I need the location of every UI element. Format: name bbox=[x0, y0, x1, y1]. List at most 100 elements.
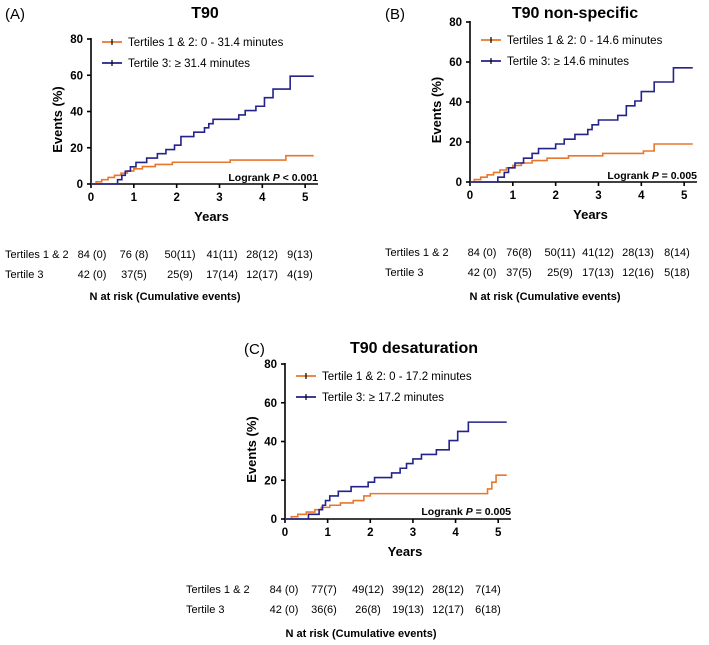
risk-cell: 37(5) bbox=[506, 267, 532, 279]
y-axis-title: Events (%) bbox=[50, 86, 65, 152]
x-axis-title: Years bbox=[194, 209, 229, 224]
chart-title: T90 non-specific bbox=[512, 5, 638, 22]
risk-cell: 17(13) bbox=[582, 267, 614, 279]
series-line bbox=[470, 67, 693, 183]
x-tick-label: 5 bbox=[302, 192, 309, 204]
risk-cell: 50(11) bbox=[545, 247, 576, 259]
series-line bbox=[285, 421, 507, 520]
x-tick-label: 2 bbox=[367, 527, 373, 539]
risk-cell: 49(12) bbox=[352, 584, 384, 596]
logrank-value: < 0.001 bbox=[280, 172, 318, 184]
x-tick-label: 5 bbox=[681, 190, 688, 202]
y-tick-label: 20 bbox=[449, 137, 462, 149]
risk-table-caption: N at risk (Cumulative events) bbox=[286, 628, 437, 640]
risk-cell: 12(17) bbox=[246, 269, 278, 281]
risk-cell: 19(13) bbox=[392, 604, 424, 616]
risk-cell: 84 (0) bbox=[78, 249, 107, 261]
y-tick-label: 20 bbox=[70, 143, 83, 155]
x-tick-label: 3 bbox=[595, 190, 601, 202]
x-tick-label: 1 bbox=[131, 192, 138, 204]
risk-row-label: Tertiles 1 & 2 bbox=[385, 247, 449, 259]
logrank-annotation: Logrank P < 0.001 bbox=[228, 172, 318, 184]
panel-label: (A) bbox=[5, 6, 25, 23]
risk-row-label: Tertile 3 bbox=[186, 604, 225, 616]
x-axis-title: Years bbox=[388, 544, 423, 559]
logrank-prefix: Logrank bbox=[607, 170, 651, 182]
risk-cell: 7(14) bbox=[475, 584, 501, 596]
risk-cell: 28(12) bbox=[246, 249, 278, 261]
y-tick-label: 60 bbox=[70, 70, 83, 82]
legend-label: Tertile 3: ≥ 17.2 minutes bbox=[322, 392, 444, 404]
logrank-value: = 0.005 bbox=[659, 170, 697, 182]
risk-cell: 39(12) bbox=[392, 584, 424, 596]
y-tick-label: 0 bbox=[271, 514, 277, 526]
risk-cell: 25(9) bbox=[547, 267, 573, 279]
x-tick-label: 4 bbox=[452, 527, 459, 539]
x-tick-label: 2 bbox=[173, 192, 179, 204]
logrank-prefix: Logrank bbox=[421, 506, 465, 518]
y-tick-label: 40 bbox=[70, 107, 83, 119]
risk-cell: 6(18) bbox=[475, 604, 501, 616]
risk-cell: 25(9) bbox=[167, 269, 193, 281]
risk-cell: 26(8) bbox=[355, 604, 381, 616]
risk-table: Tertiles 1 & 2 84 (0) 76(8) 50(11) 41(12) 28(… bbox=[385, 247, 690, 303]
risk-cell: 76 (8) bbox=[120, 249, 149, 261]
y-tick-label: 80 bbox=[449, 17, 462, 29]
y-tick-label: 80 bbox=[70, 34, 83, 46]
risk-row-label: Tertiles 1 & 2 bbox=[186, 584, 250, 596]
logrank-annotation: Logrank P = 0.005 bbox=[607, 170, 697, 182]
risk-table: Tertiles 1 & 2 84 (0) 77(7) 49(12) 39(12) 28(… bbox=[186, 584, 501, 640]
x-tick-label: 1 bbox=[510, 190, 517, 202]
logrank-p: P bbox=[466, 506, 474, 518]
legend-label: Tertile 1 & 2: 0 - 17.2 minutes bbox=[322, 371, 472, 383]
x-tick-label: 1 bbox=[324, 527, 331, 539]
chart-panel: (A) T90 0 20 40 60 80 0 1 2 3 4 5 Years Events (%) Tert… bbox=[5, 5, 318, 303]
x-tick-label: 0 bbox=[282, 527, 288, 539]
risk-cell: 17(14) bbox=[206, 269, 238, 281]
x-tick-label: 0 bbox=[88, 192, 94, 204]
risk-cell: 41(12) bbox=[582, 247, 614, 259]
risk-cell: 42 (0) bbox=[468, 267, 497, 279]
logrank-value: = 0.005 bbox=[473, 506, 511, 518]
risk-row-label: Tertile 3 bbox=[385, 267, 424, 279]
risk-cell: 28(12) bbox=[432, 584, 464, 596]
y-tick-label: 40 bbox=[449, 97, 462, 109]
legend-label: Tertiles 1 & 2: 0 - 31.4 minutes bbox=[128, 37, 284, 49]
x-tick-label: 5 bbox=[495, 527, 502, 539]
risk-cell: 36(6) bbox=[311, 604, 337, 616]
chart-title: T90 desaturation bbox=[350, 340, 478, 357]
series-line bbox=[91, 75, 314, 185]
y-axis-title: Events (%) bbox=[429, 77, 444, 143]
risk-cell: 12(16) bbox=[622, 267, 654, 279]
legend-label: Tertile 3: ≥ 31.4 minutes bbox=[128, 58, 250, 70]
risk-row-label: Tertiles 1 & 2 bbox=[5, 249, 69, 261]
x-tick-label: 4 bbox=[638, 190, 645, 202]
series-line bbox=[285, 474, 507, 520]
risk-table-caption: N at risk (Cumulative events) bbox=[470, 291, 621, 303]
risk-cell: 9(13) bbox=[287, 249, 313, 261]
legend-label: Tertiles 1 & 2: 0 - 14.6 minutes bbox=[507, 35, 663, 47]
risk-table-caption: N at risk (Cumulative events) bbox=[90, 291, 241, 303]
risk-cell: 41(11) bbox=[207, 249, 238, 261]
panel-label: (C) bbox=[244, 341, 265, 358]
chart-panel: (C) T90 desaturation 0 20 40 60 80 0 1 2 3 4 5 Years E… bbox=[186, 340, 511, 640]
risk-cell: 5(18) bbox=[664, 267, 690, 279]
panel-label: (B) bbox=[385, 6, 405, 23]
x-tick-label: 4 bbox=[259, 192, 266, 204]
risk-cell: 50(11) bbox=[165, 249, 196, 261]
logrank-prefix: Logrank bbox=[228, 172, 272, 184]
risk-row-label: Tertile 3 bbox=[5, 269, 44, 281]
y-tick-label: 60 bbox=[264, 398, 277, 410]
risk-cell: 84 (0) bbox=[270, 584, 299, 596]
x-tick-label: 3 bbox=[410, 527, 416, 539]
chart-panel: (B) T90 non-specific 0 20 40 60 80 0 1 2 3 4 5 Years E… bbox=[385, 5, 697, 303]
risk-cell: 76(8) bbox=[506, 247, 532, 259]
risk-cell: 42 (0) bbox=[78, 269, 107, 281]
y-axis-title: Events (%) bbox=[244, 416, 259, 482]
risk-cell: 77(7) bbox=[311, 584, 337, 596]
logrank-p: P bbox=[652, 170, 660, 182]
series-line bbox=[470, 143, 693, 183]
risk-cell: 8(14) bbox=[664, 247, 690, 259]
y-tick-label: 0 bbox=[77, 179, 83, 191]
